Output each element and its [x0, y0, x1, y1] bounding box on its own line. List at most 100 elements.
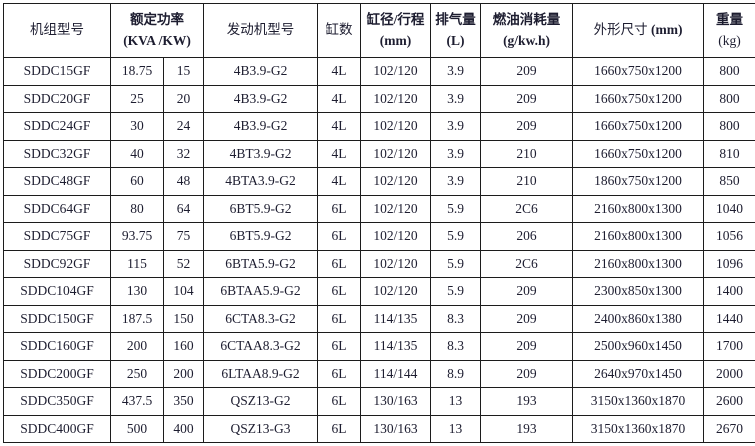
cell-model: SDDC24GF	[3, 112, 111, 141]
cell-kva: 187.5	[110, 304, 164, 333]
cell-cylinders: 4L	[317, 57, 362, 86]
cell-dimensions: 2640x970x1450	[572, 359, 705, 388]
header-line: 缸径/行程	[362, 10, 430, 30]
header-model: 机组型号	[3, 3, 111, 58]
cell-model: SDDC15GF	[3, 57, 111, 86]
cell-kva: 80	[110, 194, 164, 223]
cell-kva: 250	[110, 359, 164, 388]
cell-kva: 30	[110, 112, 164, 141]
header-line: 发动机型号	[205, 20, 317, 40]
header-line: 重量	[705, 10, 755, 30]
cell-fuel-consumption: 209	[480, 332, 574, 361]
table-row: SDDC75GF 93.75 75 6BT5.9-G2 6L 102/120 5.9 206 2…	[3, 222, 755, 251]
cell-kw: 52	[162, 249, 205, 278]
cell-engine-model: 6BT5.9-G2	[203, 222, 319, 251]
cell-model: SDDC400GF	[3, 414, 111, 443]
cell-weight: 1056	[703, 222, 755, 251]
header-label: (kg)	[718, 33, 741, 48]
cell-weight: 800	[703, 84, 755, 113]
cell-cylinders: 4L	[317, 167, 362, 196]
header-line: 外形尺寸 (mm)	[574, 20, 703, 40]
table-row: SDDC150GF 187.5 150 6CTA8.3-G2 6L 114/135 8.3 2…	[3, 304, 755, 333]
cell-kw: 75	[162, 222, 205, 251]
header-rated-power: 额定功率 (KVA /KW)	[109, 3, 205, 58]
cell-cylinders: 6L	[317, 277, 362, 306]
cell-fuel-consumption: 209	[480, 359, 574, 388]
header-label: 机组型号	[30, 22, 84, 38]
header-line: 机组型号	[5, 20, 110, 40]
table-row: SDDC48GF 60 48 4BTA3.9-G2 4L 102/120 3.9 210 186…	[3, 167, 755, 196]
cell-fuel-consumption: 210	[480, 167, 574, 196]
cell-cylinders: 4L	[317, 139, 362, 168]
cell-kva: 115	[110, 249, 164, 278]
header-line: 额定功率	[112, 10, 203, 30]
cell-bore-stroke: 102/120	[360, 277, 432, 306]
cell-displacement: 8.9	[430, 359, 482, 388]
cell-kw: 20	[162, 84, 205, 113]
cell-kw: 160	[162, 332, 205, 361]
cell-kva: 25	[110, 84, 164, 113]
cell-kw: 350	[162, 387, 205, 416]
cell-displacement: 3.9	[430, 139, 482, 168]
cell-cylinders: 6L	[317, 414, 362, 443]
cell-displacement: 5.9	[430, 277, 482, 306]
header-label: (KVA /KW)	[123, 33, 191, 48]
cell-fuel-consumption: 209	[480, 57, 574, 86]
cell-cylinders: 6L	[317, 194, 362, 223]
cell-dimensions: 1660x750x1200	[572, 112, 705, 141]
cell-fuel-consumption: 193	[480, 387, 574, 416]
table-row: SDDC92GF 115 52 6BTA5.9-G2 6L 102/120 5.9 2C6 21…	[3, 249, 755, 278]
cell-fuel-consumption: 209	[480, 304, 574, 333]
header-label: 重量	[716, 11, 744, 27]
cell-model: SDDC32GF	[3, 139, 111, 168]
cell-bore-stroke: 130/163	[360, 387, 432, 416]
header-line: (KVA /KW)	[112, 31, 203, 51]
cell-kw: 64	[162, 194, 205, 223]
cell-displacement: 8.3	[430, 332, 482, 361]
cell-dimensions: 1660x750x1200	[572, 139, 705, 168]
cell-cylinders: 4L	[317, 84, 362, 113]
header-line: 排气量	[432, 10, 480, 30]
cell-dimensions: 3150x1360x1870	[572, 414, 705, 443]
table-row: SDDC160GF 200 160 6CTAA8.3-G2 6L 114/135 8.3 20…	[3, 332, 755, 361]
cell-displacement: 13	[430, 414, 482, 443]
header-bore-stroke: 缸径/行程 (mm)	[360, 3, 432, 58]
generator-spec-table: 机组型号 额定功率 (KVA /KW) 发动机型号 缸数 缸径/行程 (mm) 排气量 (L) 燃…	[3, 3, 755, 443]
cell-dimensions: 2160x800x1300	[572, 249, 705, 278]
cell-fuel-consumption: 209	[480, 277, 574, 306]
cell-fuel-consumption: 209	[480, 84, 574, 113]
header-label: 缸数	[325, 22, 353, 38]
header-label: 外形尺寸	[593, 22, 651, 38]
header-line: (mm)	[362, 31, 430, 51]
cell-bore-stroke: 114/135	[360, 304, 432, 333]
cell-bore-stroke: 102/120	[360, 249, 432, 278]
cell-bore-stroke: 102/120	[360, 112, 432, 141]
cell-displacement: 3.9	[430, 57, 482, 86]
cell-displacement: 8.3	[430, 304, 482, 333]
header-cylinders: 缸数	[317, 3, 362, 58]
cell-bore-stroke: 130/163	[360, 414, 432, 443]
cell-weight: 2000	[703, 359, 755, 388]
header-weight: 重量 (kg)	[703, 3, 755, 58]
cell-weight: 850	[703, 167, 755, 196]
cell-displacement: 3.9	[430, 167, 482, 196]
header-engine-model: 发动机型号	[203, 3, 319, 58]
table-row: SDDC20GF 25 20 4B3.9-G2 4L 102/120 3.9 209 1660x…	[3, 84, 755, 113]
table-body: SDDC15GF 18.75 15 4B3.9-G2 4L 102/120 3.9 209 16…	[3, 57, 755, 443]
header-label: (L)	[446, 33, 465, 48]
cell-engine-model: 6CTA8.3-G2	[203, 304, 319, 333]
cell-engine-model: 6BTAA5.9-G2	[203, 277, 319, 306]
header-line: (kg)	[705, 31, 755, 51]
header-label: 缸径/行程	[366, 11, 425, 27]
cell-bore-stroke: 102/120	[360, 194, 432, 223]
cell-kva: 18.75	[110, 57, 164, 86]
header-label: (mm)	[379, 33, 412, 48]
table-row: SDDC104GF 130 104 6BTAA5.9-G2 6L 102/120 5.9 20…	[3, 277, 755, 306]
cell-weight: 800	[703, 112, 755, 141]
cell-model: SDDC64GF	[3, 194, 111, 223]
cell-kva: 60	[110, 167, 164, 196]
cell-dimensions: 1860x750x1200	[572, 167, 705, 196]
table-row: SDDC32GF 40 32 4BT3.9-G2 4L 102/120 3.9 210 1660…	[3, 139, 755, 168]
cell-bore-stroke: 102/120	[360, 139, 432, 168]
cell-engine-model: 4BTA3.9-G2	[203, 167, 319, 196]
